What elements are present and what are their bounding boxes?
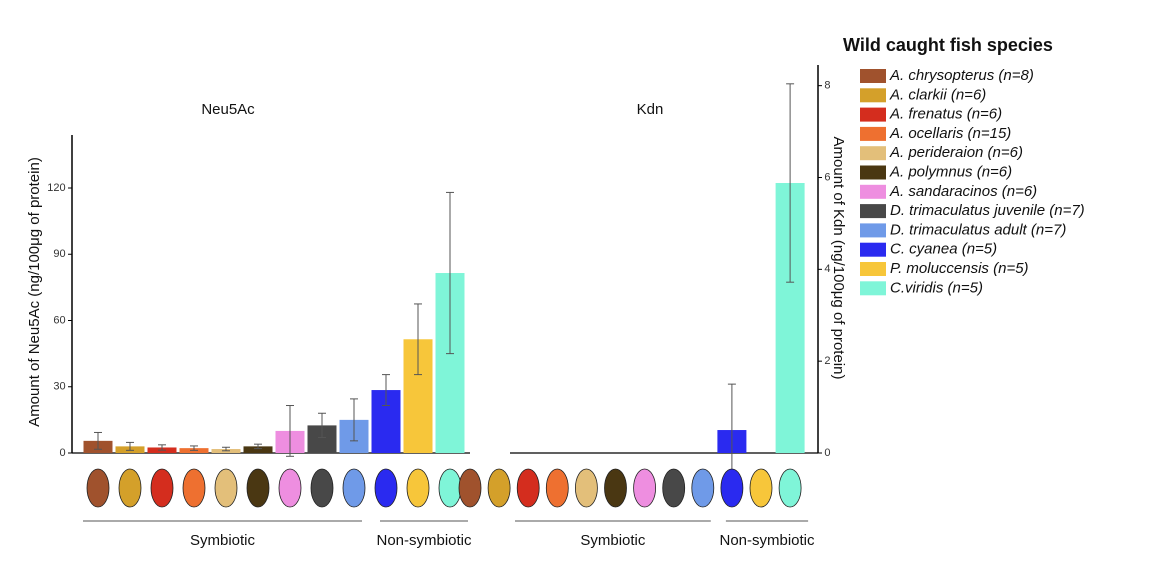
panel-title: Kdn (637, 101, 664, 118)
legend-swatch (860, 107, 886, 122)
fish-icon (118, 468, 142, 508)
fish-icon (214, 468, 238, 508)
y-tick-label: 0 (59, 447, 65, 459)
fish-icon (246, 468, 270, 508)
legend-swatch (860, 69, 886, 83)
group-label: Non-symbiotic (719, 532, 815, 549)
legend-label: D. trimaculatus adult (n=7) (890, 221, 1066, 238)
legend-label: A. perideraion (n=6) (889, 144, 1023, 161)
y-axis-label: Amount of Kdn (ng/100μg of protein) (830, 137, 847, 380)
legend-swatch (860, 223, 886, 238)
fish-icon (86, 468, 110, 508)
fish-icon (545, 468, 569, 508)
fish-icon (662, 468, 686, 508)
legend-label: A. chrysopterus (n=8) (889, 67, 1034, 84)
fish-icon (182, 468, 206, 508)
y-axis-label: Amount of Neu5Ac (ng/100μg of protein) (26, 157, 43, 427)
group-label: Symbiotic (190, 532, 256, 549)
legend-swatch (860, 281, 886, 296)
fish-icon (691, 468, 715, 508)
fish-icon (406, 468, 430, 508)
legend-label: P. moluccensis (n=5) (890, 260, 1029, 277)
legend-swatch (860, 146, 886, 161)
legend-swatch (860, 88, 886, 103)
fish-icon (575, 468, 598, 508)
legend-title: Wild caught fish species (843, 35, 1053, 55)
y-tick-label: 30 (53, 381, 65, 393)
legend-label: A. sandaracinos (n=6) (889, 183, 1037, 200)
y-tick-label: 60 (53, 314, 65, 326)
y-tick-label: 120 (47, 182, 65, 194)
y-tick-label: 90 (53, 248, 65, 260)
fish-icon (720, 468, 744, 508)
y-tick-label: 0 (824, 447, 830, 459)
legend-label: A. clarkii (n=6) (889, 86, 986, 103)
y-tick-label: 4 (824, 263, 830, 275)
fish-icon (749, 468, 773, 508)
fish-icon (778, 468, 802, 508)
fish-icon (374, 468, 398, 508)
legend-label: D. trimaculatus juvenile (n=7) (890, 202, 1085, 219)
fish-icon (487, 468, 511, 508)
y-tick-label: 2 (824, 355, 830, 367)
legend-label: C.viridis (n=5) (890, 279, 983, 296)
fish-icon (438, 468, 462, 508)
group-label: Non-symbiotic (376, 532, 472, 549)
y-tick-label: 6 (824, 171, 830, 183)
legend-swatch (860, 204, 886, 219)
fish-icon (310, 468, 334, 508)
fish-icon (342, 468, 366, 508)
legend-label: A. frenatus (n=6) (889, 106, 1002, 123)
legend-swatch (860, 165, 886, 180)
y-tick-label: 8 (824, 80, 830, 92)
legend-swatch (860, 262, 886, 276)
legend-swatch (860, 126, 886, 141)
legend-label: A. polymnus (n=6) (889, 163, 1012, 180)
fish-icon (633, 468, 656, 508)
panel-title: Neu5Ac (201, 101, 255, 118)
legend-label: A. ocellaris (n=15) (889, 125, 1011, 142)
fish-icon (278, 468, 302, 508)
fish-icon (150, 468, 174, 508)
bar (243, 446, 273, 453)
fish-icon (458, 468, 482, 508)
fish-icon (604, 468, 627, 508)
legend-swatch (860, 184, 886, 199)
fish-icon (516, 468, 540, 508)
legend-swatch (860, 242, 886, 257)
group-label: Symbiotic (580, 532, 646, 549)
legend-label: C. cyanea (n=5) (890, 241, 997, 258)
